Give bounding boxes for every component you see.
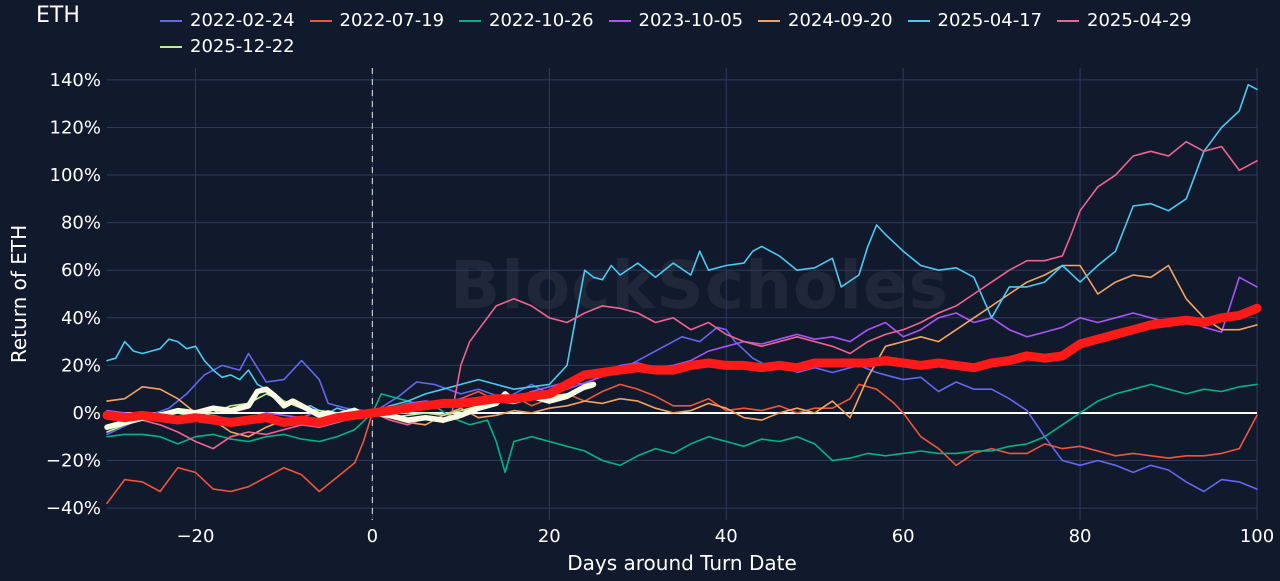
y-tick-label: 140% [50, 70, 101, 91]
legend-swatch [608, 19, 631, 22]
legend-label: 2025-04-29 [1087, 10, 1192, 31]
watermark: BlockScholes [450, 247, 949, 324]
y-tick-label: 80% [61, 213, 101, 234]
x-tick-label: 40 [715, 526, 738, 547]
legend-item[interactable]: 2022-10-26 [459, 10, 594, 31]
legend-swatch [309, 19, 332, 22]
chart-title: ETH [36, 3, 80, 28]
legend-swatch [160, 45, 182, 48]
legend-item[interactable]: 2025-04-29 [1057, 10, 1192, 31]
legend-label: 2025-12-22 [190, 36, 295, 57]
y-tick-label: 120% [50, 117, 101, 138]
series-line-2025-04-29 [106, 140, 1258, 450]
x-tick-label: 60 [892, 526, 915, 547]
series-lines [102, 83, 1262, 505]
x-tick-label: −20 [176, 526, 214, 547]
legend-swatch [907, 19, 930, 22]
legend-swatch [758, 19, 780, 22]
legend-item[interactable]: 2022-07-19 [309, 10, 445, 31]
y-tick-label: 20% [61, 355, 101, 376]
legend-item[interactable]: 2023-10-05 [608, 10, 744, 31]
legend-label: 2022-07-19 [339, 10, 445, 31]
series-line-2022-07-19 [106, 383, 1258, 505]
x-tick-labels: −20 0 20 40 60 80 100 [176, 526, 1274, 547]
legend-label: 2023-10-05 [638, 10, 744, 31]
series-line-2022-02-24 [106, 326, 1258, 493]
y-tick-label: −40% [46, 498, 101, 519]
legend-label: 2025-04-17 [937, 10, 1043, 31]
legend-item[interactable]: 2025-12-22 [160, 36, 295, 57]
series-line-2022-10-26 [106, 383, 1258, 474]
legend-label: 2024-09-20 [788, 10, 893, 31]
x-tick-label: 80 [1069, 526, 1092, 547]
y-tick-label: 0% [72, 403, 101, 424]
y-tick-label: 60% [61, 260, 101, 281]
x-tick-label: 0 [367, 526, 378, 547]
series-line-2024-09-20 [106, 264, 1258, 438]
y-tick-label: 100% [50, 165, 101, 186]
x-tick-label: 100 [1240, 526, 1274, 547]
x-axis-label: Days around Turn Date [567, 551, 797, 575]
legend-item[interactable]: 2022-02-24 [160, 10, 295, 31]
y-tick-label: −20% [46, 451, 101, 472]
legend-label: 2022-02-24 [190, 10, 295, 31]
y-tick-labels: −40% −20% 0% 20% 40% 60% 80% 100% 120% 140% [46, 70, 101, 519]
legend-item[interactable]: 2025-04-17 [907, 10, 1043, 31]
chart-grid [107, 68, 1258, 520]
y-tick-label: 40% [61, 308, 101, 329]
y-axis-label: Return of ETH [7, 225, 31, 363]
legend-swatch [160, 19, 182, 22]
legend-swatch [1057, 19, 1079, 22]
series-line-2025-04-17 [106, 83, 1258, 414]
legend-item[interactable]: 2024-09-20 [758, 10, 893, 31]
legend-label: 2022-10-26 [489, 10, 594, 31]
series-line-highlight [102, 303, 1262, 427]
x-tick-label: 20 [538, 526, 561, 547]
legend-swatch [459, 19, 481, 22]
